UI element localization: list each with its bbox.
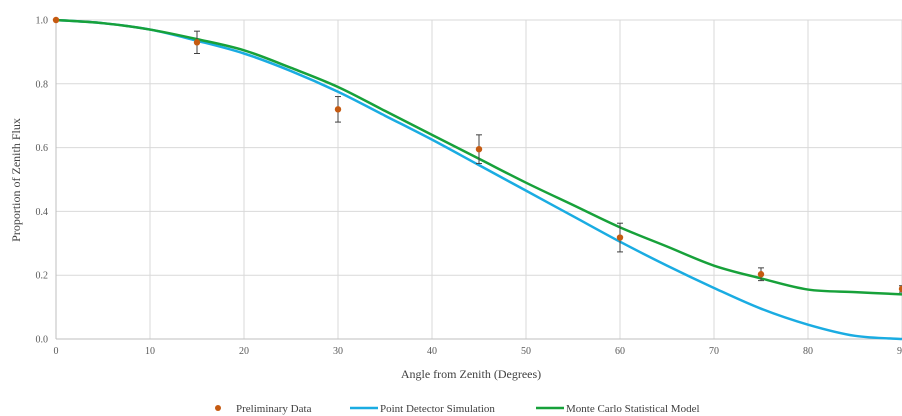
y-tick-label: 0.6 xyxy=(36,143,49,154)
tick-labels: 0 10 20 30 40 50 60 70 80 90 0.0 0.2 0.4 0.6 0.8 1.0 xyxy=(36,16,902,358)
legend-item-monte-carlo-statistical-model[interactable]: Monte Carlo Statistical Model xyxy=(536,403,700,415)
legend-label-point-detector-simulation: Point Detector Simulation xyxy=(380,403,495,415)
axes xyxy=(55,20,902,340)
y-tick-label: 1.0 xyxy=(36,16,49,27)
x-tick-label: 50 xyxy=(521,346,531,357)
data-point xyxy=(898,285,902,293)
data-point xyxy=(475,145,483,153)
legend-marker-preliminary-data xyxy=(215,405,221,411)
legend-item-point-detector-simulation[interactable]: Point Detector Simulation xyxy=(350,403,495,415)
x-tick-label: 70 xyxy=(709,346,719,357)
series-points xyxy=(52,16,902,293)
series-line-point-detector-simulation xyxy=(55,18,902,341)
y-tick-label: 0.4 xyxy=(36,207,49,218)
x-tick-label: 90 xyxy=(897,346,902,357)
x-tick-label: 40 xyxy=(427,346,437,357)
y-tick-label: 0.2 xyxy=(36,271,49,282)
data-point xyxy=(193,39,201,46)
legend-item-preliminary-data[interactable]: Preliminary Data xyxy=(215,403,312,415)
x-tick-label: 80 xyxy=(803,346,813,357)
y-tick-label: 0.8 xyxy=(36,79,49,90)
x-tick-label: 20 xyxy=(239,346,249,357)
legend-label-preliminary-data: Preliminary Data xyxy=(236,403,312,415)
legend-label-monte-carlo-statistical-model: Monte Carlo Statistical Model xyxy=(566,403,700,415)
series-lines xyxy=(55,18,902,341)
data-point xyxy=(757,271,765,278)
x-tick-label: 10 xyxy=(145,346,155,357)
x-axis-title: Angle from Zenith (Degrees) xyxy=(401,367,541,381)
x-tick-label: 30 xyxy=(333,346,343,357)
y-tick-label: 0.0 xyxy=(36,335,49,346)
x-tick-label: 60 xyxy=(615,346,625,357)
y-axis-title: Proportion of Zenith Flux xyxy=(9,118,23,242)
data-point xyxy=(52,16,60,24)
data-point xyxy=(616,234,624,241)
x-tick-label: 0 xyxy=(54,346,59,357)
legend: Preliminary Data Point Detector Simulati… xyxy=(215,403,700,415)
data-point xyxy=(334,106,342,113)
grid xyxy=(56,19,902,339)
